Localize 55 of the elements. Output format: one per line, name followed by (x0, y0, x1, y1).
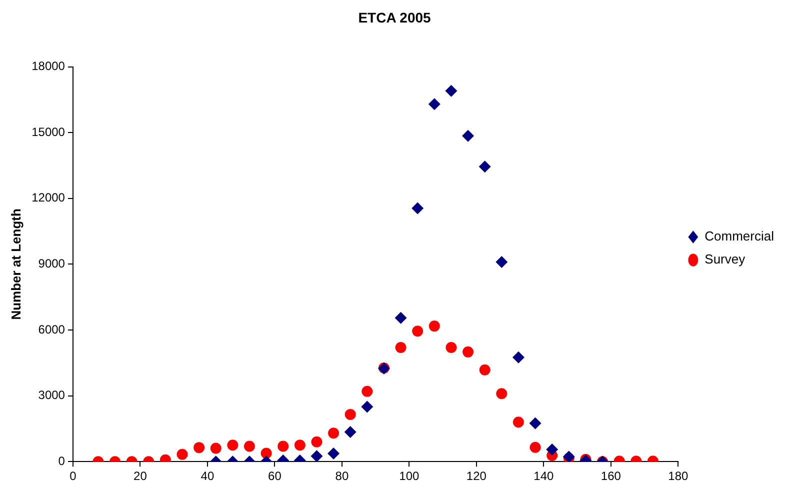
legend-label: Commercial (704, 228, 774, 244)
point (512, 416, 524, 428)
point (310, 450, 323, 462)
y-tick-label: 18000 (32, 59, 66, 74)
point (478, 160, 491, 173)
x-tick-label: 120 (466, 469, 487, 484)
y-tick-label: 6000 (38, 322, 66, 336)
x-tick-label: 80 (335, 469, 349, 484)
point (227, 440, 238, 451)
y-tick-label: 15000 (32, 124, 66, 139)
y-tick-label: 0 (58, 454, 66, 468)
x-tick-label: 40 (200, 469, 214, 484)
point (194, 442, 205, 454)
point (278, 440, 289, 452)
point (512, 351, 524, 364)
x-tick-label: 140 (534, 469, 554, 484)
point (311, 436, 322, 448)
point (530, 442, 541, 453)
y-tick-label: 3000 (38, 388, 66, 402)
y-tick-label: 12000 (32, 190, 66, 205)
point (344, 408, 356, 420)
point (445, 84, 458, 97)
y-tick-label: 9000 (38, 256, 66, 271)
point (546, 444, 558, 456)
point (344, 426, 356, 438)
point (395, 342, 406, 354)
x-tick-label: 180 (668, 469, 688, 484)
point (328, 447, 340, 460)
point (446, 342, 457, 354)
chart-title: ETCA 2005 (358, 9, 432, 26)
point (428, 98, 440, 110)
x-tick-label: 160 (600, 469, 622, 484)
y-axis-title: Number at Length (8, 208, 24, 320)
point (176, 448, 188, 460)
point (294, 440, 306, 451)
point (412, 326, 424, 337)
point (210, 442, 222, 454)
point (394, 312, 407, 324)
point (412, 202, 424, 214)
x-tick-label: 100 (399, 469, 420, 484)
point (328, 428, 340, 439)
point (462, 346, 474, 358)
point (479, 364, 490, 376)
point (362, 386, 373, 397)
point (361, 400, 374, 413)
x-tick-label: 20 (134, 469, 148, 484)
x-tick-label: 0 (70, 469, 77, 484)
x-tick-label: 60 (268, 469, 282, 484)
point (496, 388, 508, 400)
legend-label: Survey (704, 252, 746, 267)
point (244, 440, 255, 452)
point (529, 417, 542, 430)
point (496, 256, 508, 268)
point (428, 320, 440, 332)
point (462, 130, 474, 142)
